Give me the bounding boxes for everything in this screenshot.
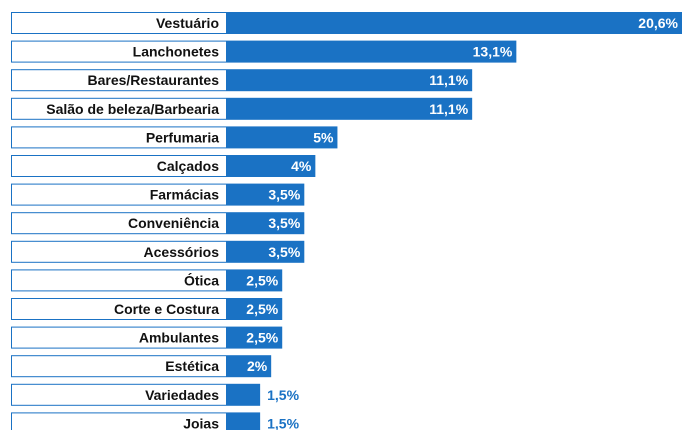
category-label: Farmácias bbox=[150, 187, 219, 203]
bar-row: Vestuário 20,6% bbox=[11, 12, 682, 34]
category-label-box bbox=[11, 40, 227, 63]
category-label: Vestuário bbox=[156, 15, 219, 31]
bar bbox=[227, 412, 261, 430]
bar-row: Farmácias 3,5% bbox=[11, 183, 305, 206]
bar bbox=[227, 97, 473, 120]
category-label-box bbox=[11, 183, 227, 206]
category-label-box bbox=[11, 240, 227, 263]
bar-row: Corte e Costura 2,5% bbox=[11, 298, 283, 320]
category-label-box bbox=[11, 326, 227, 349]
category-label-box bbox=[11, 212, 227, 235]
value-label: 3,5% bbox=[268, 244, 300, 260]
category-label-box bbox=[11, 355, 227, 378]
category-label: Acessórios bbox=[144, 244, 220, 260]
bar bbox=[227, 383, 261, 406]
category-label: Bares/Restaurantes bbox=[87, 72, 219, 88]
category-label: Corte e Costura bbox=[114, 301, 219, 317]
value-label: 2% bbox=[247, 358, 268, 374]
category-label-box bbox=[11, 412, 227, 430]
value-label: 2,5% bbox=[246, 272, 278, 288]
value-label: 11,1% bbox=[429, 101, 468, 117]
bar-row: Salão de beleza/Barbearia 11,1% bbox=[11, 97, 473, 120]
bar bbox=[227, 183, 305, 206]
bar bbox=[227, 40, 517, 63]
category-label: Joias bbox=[183, 415, 219, 430]
value-label: 2,5% bbox=[246, 301, 278, 317]
bar bbox=[227, 240, 305, 263]
bar-row: Perfumaria 5% bbox=[11, 126, 338, 149]
category-label-box bbox=[11, 269, 227, 292]
value-label: 1,5% bbox=[267, 415, 299, 430]
bar bbox=[227, 126, 338, 149]
bar bbox=[227, 355, 272, 378]
bar-row: Ambulantes 2,5% bbox=[11, 326, 283, 349]
bar-row: Estética 2% bbox=[11, 355, 272, 378]
value-label: 2,5% bbox=[246, 330, 278, 346]
bar bbox=[227, 298, 283, 320]
value-label: 5% bbox=[313, 129, 334, 145]
bar bbox=[227, 269, 283, 292]
category-label: Conveniência bbox=[128, 215, 219, 231]
category-label: Ótica bbox=[184, 271, 219, 288]
bar-row: Bares/Restaurantes 11,1% bbox=[11, 69, 473, 92]
category-label-box bbox=[11, 69, 227, 92]
bar-row: Acessórios 3,5% bbox=[11, 240, 305, 263]
value-label: 13,1% bbox=[473, 44, 513, 60]
bar bbox=[227, 12, 682, 34]
bar bbox=[227, 69, 473, 92]
bar bbox=[227, 326, 283, 349]
value-label: 3,5% bbox=[268, 187, 300, 203]
bar-row: Joias 1,5% bbox=[11, 412, 300, 430]
bar-row: Lanchonetes 13,1% bbox=[11, 40, 517, 63]
bar-row: Variedades 1,5% bbox=[11, 383, 300, 406]
category-label: Variedades bbox=[145, 387, 219, 403]
category-label-box bbox=[11, 155, 227, 177]
value-label: 20,6% bbox=[638, 15, 678, 31]
bar-row: Conveniência 3,5% bbox=[11, 212, 305, 235]
category-label-box bbox=[11, 383, 227, 406]
category-label: Perfumaria bbox=[146, 129, 219, 145]
category-label-box bbox=[11, 298, 227, 320]
category-label-box bbox=[11, 126, 227, 149]
bar bbox=[227, 212, 305, 235]
bar-row: Calçados 4% bbox=[11, 155, 316, 177]
category-label: Calçados bbox=[157, 158, 219, 174]
category-label-box bbox=[11, 12, 227, 34]
category-label: Salão de beleza/Barbearia bbox=[46, 101, 219, 117]
bar-row: Ótica 2,5% bbox=[11, 269, 283, 292]
value-label: 1,5% bbox=[267, 387, 299, 403]
category-label: Estética bbox=[165, 358, 219, 374]
bar bbox=[227, 155, 316, 177]
category-label-box bbox=[11, 97, 227, 120]
category-label: Ambulantes bbox=[139, 330, 219, 346]
category-label: Lanchonetes bbox=[133, 44, 220, 60]
value-label: 4% bbox=[291, 158, 312, 174]
value-label: 11,1% bbox=[429, 72, 468, 88]
value-label: 3,5% bbox=[268, 215, 300, 231]
